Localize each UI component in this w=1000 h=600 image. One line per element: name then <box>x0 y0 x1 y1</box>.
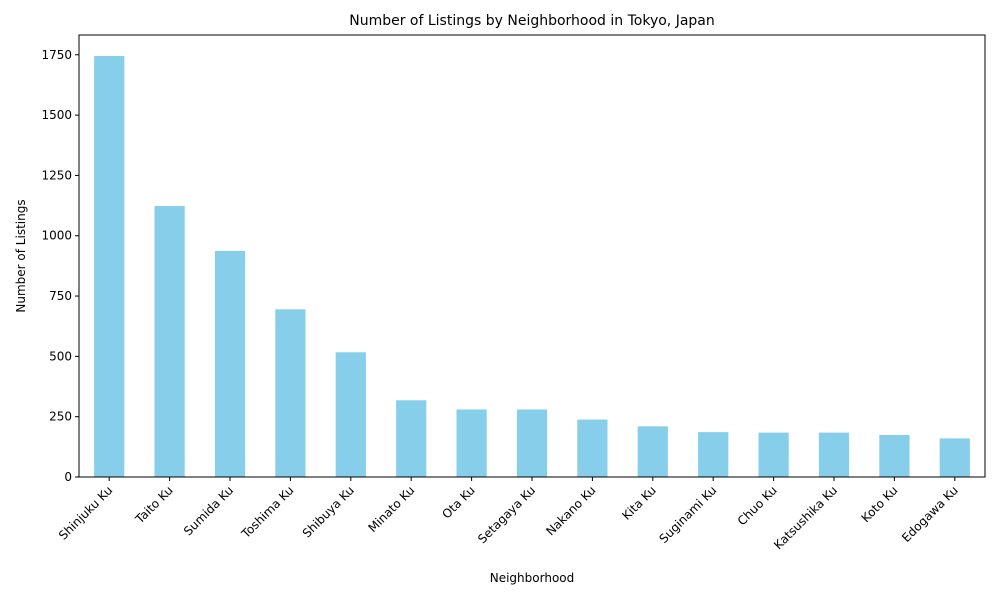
bar-edogawa-ku <box>939 438 970 477</box>
x-tick-label: Taito Ku <box>132 483 176 527</box>
bar-minato-ku <box>396 400 427 477</box>
x-tick-label: Shinjuku Ku <box>56 483 115 542</box>
x-tick-label: Suginami Ku <box>656 483 719 546</box>
y-tick-label: 1500 <box>41 108 72 122</box>
bars-group <box>94 55 970 477</box>
y-tick-label: 250 <box>49 410 72 424</box>
y-tick-label: 750 <box>49 289 72 303</box>
x-tick-label: Kita Ku <box>619 483 659 523</box>
x-tick-label: Minato Ku <box>365 483 417 535</box>
y-axis-label: Number of Listings <box>14 199 28 312</box>
bar-setagaya-ku <box>516 409 548 477</box>
x-tick-label: Toshima Ku <box>238 483 296 541</box>
x-tick-label: Koto Ku <box>859 483 901 525</box>
bar-kita-ku <box>637 426 668 477</box>
bar-toshima-ku <box>275 309 306 477</box>
y-tick-label: 500 <box>49 349 72 363</box>
x-axis: Shinjuku Ku Taito Ku Sumida Ku Toshima Ku Sh… <box>56 477 961 552</box>
x-tick-label: Sumida Ku <box>181 483 236 538</box>
chart-title: Number of Listings by Neighborhood in To… <box>349 13 715 29</box>
plot-frame <box>78 34 986 478</box>
bar-chuo-ku <box>758 432 789 477</box>
x-tick-label: Setagaya Ku <box>475 483 538 546</box>
bar-suginami-ku <box>698 432 729 477</box>
x-tick-label: Edogawa Ku <box>899 483 961 545</box>
y-tick-label: 0 <box>64 470 72 484</box>
y-tick-label: 1250 <box>41 168 72 182</box>
bar-katsushika-ku <box>818 432 850 477</box>
x-axis-label: Neighborhood <box>490 571 575 585</box>
bar-nakano-ku <box>577 419 608 477</box>
x-tick-label: Chuo Ku <box>735 483 780 528</box>
y-tick-label: 1750 <box>41 48 72 62</box>
bar-ota-ku <box>456 409 487 477</box>
bar-shibuya-ku <box>335 352 366 477</box>
x-tick-label: Ota Ku <box>439 483 477 521</box>
x-tick-label: Nakano Ku <box>543 483 598 538</box>
bar-koto-ku <box>879 435 910 477</box>
bar-sumida-ku <box>214 250 246 477</box>
y-tick-label: 1000 <box>41 229 72 243</box>
x-tick-label: Shibuya Ku <box>300 483 357 540</box>
bar-taito-ku <box>154 206 185 477</box>
x-tick-label: Katsushika Ku <box>771 483 840 552</box>
bar-shinjuku-ku <box>94 55 125 477</box>
y-axis: 0 250 500 750 1000 1250 1500 1750 <box>41 48 79 484</box>
